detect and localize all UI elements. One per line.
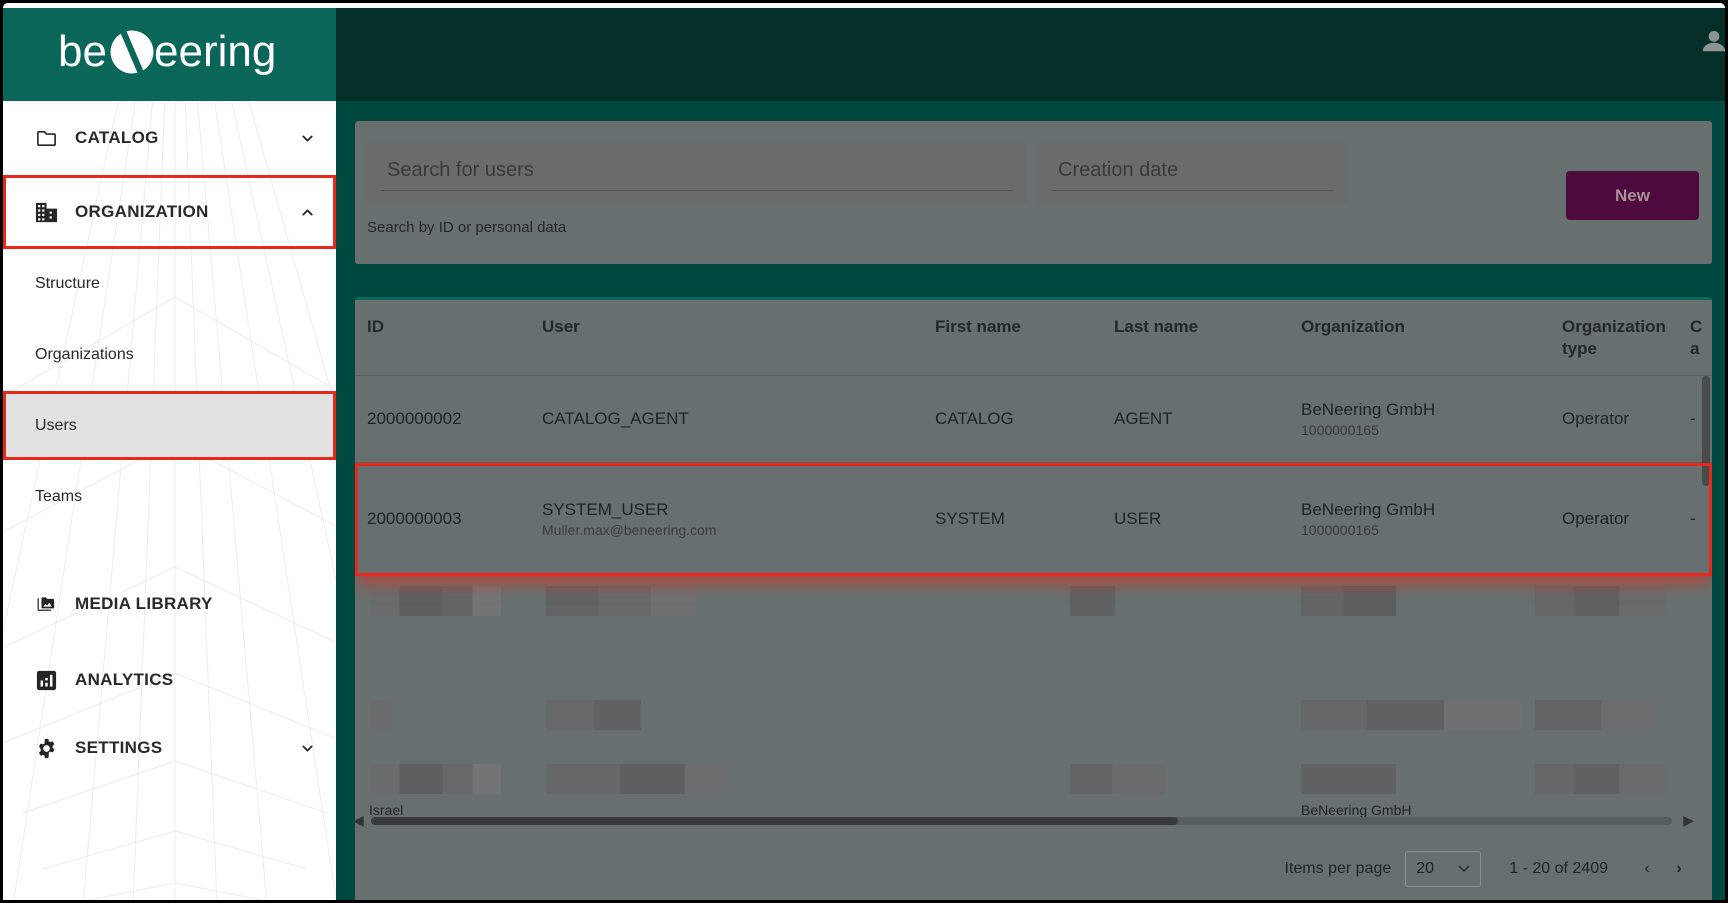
svg-text:be: be	[58, 27, 107, 76]
svg-text:eering: eering	[154, 27, 276, 76]
